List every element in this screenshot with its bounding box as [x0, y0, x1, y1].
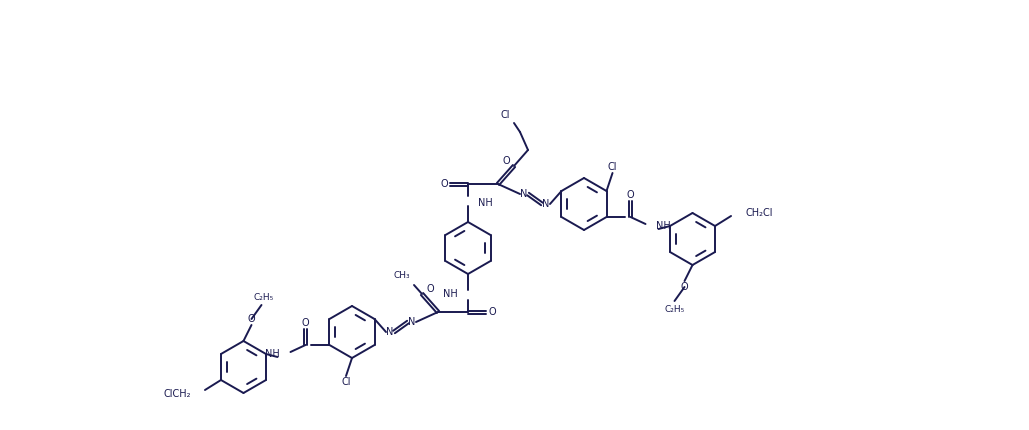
Text: N: N: [386, 327, 394, 337]
Text: Cl: Cl: [608, 162, 617, 172]
Text: ClCH₂: ClCH₂: [164, 389, 191, 399]
Text: O: O: [488, 307, 496, 317]
Text: O: O: [426, 284, 434, 294]
Text: CH₃: CH₃: [394, 271, 411, 280]
Text: N: N: [542, 199, 549, 209]
Text: C₂H₅: C₂H₅: [253, 292, 274, 301]
Text: Cl: Cl: [342, 377, 351, 387]
Text: O: O: [248, 314, 255, 324]
Text: N: N: [521, 189, 528, 199]
Text: NH: NH: [264, 349, 280, 359]
Text: NH: NH: [478, 198, 493, 208]
Text: N: N: [409, 317, 416, 327]
Text: O: O: [681, 282, 688, 292]
Text: NH: NH: [655, 221, 670, 231]
Text: O: O: [301, 318, 310, 328]
Text: CH₂Cl: CH₂Cl: [745, 208, 773, 218]
Text: O: O: [627, 190, 634, 200]
Text: O: O: [440, 179, 448, 189]
Text: Cl: Cl: [500, 110, 509, 120]
Text: NH: NH: [443, 289, 458, 299]
Text: O: O: [502, 156, 509, 166]
Text: C₂H₅: C₂H₅: [665, 304, 684, 313]
